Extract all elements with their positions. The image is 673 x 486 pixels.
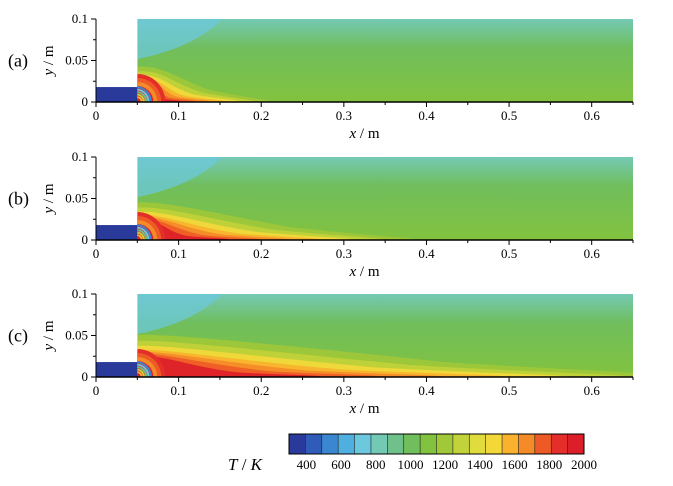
panel-b: 0 0.1 0.2 0.3 0.4 0.5 0.6 0 0.05 0.1 x / m y / m (b) [8,149,634,280]
x-tick-label: 0 [93,383,100,398]
injector-channel [96,87,138,102]
colorbar-level [321,434,339,454]
mixing-ring-1 [137,363,150,378]
colorbar-level [567,434,585,454]
colorbar-tick-label: 2000 [571,457,597,472]
mixing-ring-2 [137,366,148,378]
mixing-ring-1 [137,88,150,103]
colorbar-level [387,434,405,454]
y-tick-label: 0.1 [72,11,88,26]
temperature-field [137,19,634,102]
x-tick-label: 0.3 [336,108,352,123]
colorbar-tick-label: 400 [297,457,317,472]
x-tick-label: 0.4 [418,383,435,398]
x-tick-label: 0.1 [170,383,186,398]
colorbar-level [289,434,306,454]
x-tick-label: 0.5 [501,246,517,261]
colorbar-tick-label: 1800 [536,457,562,472]
y-axis-label: y / m [41,320,57,352]
colorbar-level [518,434,536,454]
x-tick-label: 0.5 [501,108,517,123]
colorbar-level [452,434,470,454]
x-tick-label: 0 [93,246,100,261]
colorbar-level [502,434,519,454]
panel-c: 0 0.1 0.2 0.3 0.4 0.5 0.6 0 0.05 0.1 x / m y / m (c) [8,286,634,417]
colorbar-level [403,434,421,454]
mixing-ring-0 [137,224,152,241]
y-axis-label: y / m [41,183,57,215]
colorbar: 400 600 800 1000 1200 1400 1600 1800 2000 T / K [228,433,597,474]
x-tick-label: 0.6 [584,246,601,261]
x-axis-label: x / m [348,126,379,142]
panel-label: (a) [8,51,28,72]
colorbar-tick-label: 1200 [432,457,458,472]
colorbar-level [354,434,372,454]
x-tick-label: 0.4 [418,108,435,123]
mixing-ring-2 [137,229,148,241]
x-axis-label: x / m [348,264,379,280]
y-axis-label: y / m [41,45,57,77]
x-tick-label: 0.5 [501,383,517,398]
colorbar-level [305,434,323,454]
y-tick-label: 0 [82,232,89,247]
colorbar-tick-label: 1400 [467,457,493,472]
colorbar-tick-label: 1000 [397,457,423,472]
x-tick-label: 0.1 [170,108,186,123]
colorbar-level [534,434,552,454]
y-tick-label: 0.05 [65,191,88,206]
colorbar-level [338,434,355,454]
x-tick-label: 0.2 [253,108,269,123]
x-tick-label: 0.6 [584,383,601,398]
colorbar-level [551,434,568,454]
panel-a: 0 0.1 0.2 0.3 0.4 0.5 0.6 0 0.05 0.1 x / m y / m (a) [8,11,634,142]
mixing-ring-2 [137,91,148,103]
x-tick-label: 0 [93,108,100,123]
colorbar-frame [288,433,585,455]
colorbar-level [370,434,388,454]
temperature-field [137,294,634,377]
temperature-field [137,157,634,240]
y-tick-label: 0.1 [72,149,88,164]
x-tick-label: 0.3 [336,246,352,261]
injector-channel [96,362,138,377]
y-tick-label: 0.05 [65,328,88,343]
x-tick-label: 0.4 [418,246,435,261]
plume-contour-6 [137,355,324,377]
x-tick-label: 0.1 [170,246,186,261]
x-tick-label: 0.2 [253,246,269,261]
colorbar-level [469,434,486,454]
x-tick-label: 0.2 [253,383,269,398]
x-axis-label: x / m [348,401,379,417]
axes: 0 0.1 0.2 0.3 0.4 0.5 0.6 0 0.05 0.1 x / m y / m [41,11,634,142]
colorbar-tick-label: 600 [331,457,351,472]
panel-label: (c) [8,326,28,347]
field-background [137,19,634,102]
x-tick-label: 0.3 [336,383,352,398]
colorbar-tick-label: 1600 [502,457,528,472]
colorbar-tick-label: 800 [366,457,386,472]
mixing-ring-0 [137,361,152,378]
y-tick-label: 0 [82,94,89,109]
axes: 0 0.1 0.2 0.3 0.4 0.5 0.6 0 0.05 0.1 x / m y / m [41,149,634,280]
colorbar-level [420,434,437,454]
y-tick-label: 0.1 [72,286,88,301]
injector-channel [96,225,138,240]
x-tick-label: 0.6 [584,108,601,123]
panels: 0 0.1 0.2 0.3 0.4 0.5 0.6 0 0.05 0.1 x / m y / m (a)… [8,11,634,417]
y-tick-label: 0.05 [65,53,88,68]
y-tick-label: 0 [82,369,89,384]
mixing-ring-1 [137,226,150,241]
colorbar-level [485,434,503,454]
mixing-ring-0 [137,86,152,103]
axes: 0 0.1 0.2 0.3 0.4 0.5 0.6 0 0.05 0.1 x / m y / m [41,286,634,417]
colorbar-level [436,434,454,454]
panel-label: (b) [8,189,29,210]
cool-region [137,294,223,334]
cool-region [137,19,223,59]
colorbar-title: T / K [228,455,264,474]
cool-region [137,157,223,197]
